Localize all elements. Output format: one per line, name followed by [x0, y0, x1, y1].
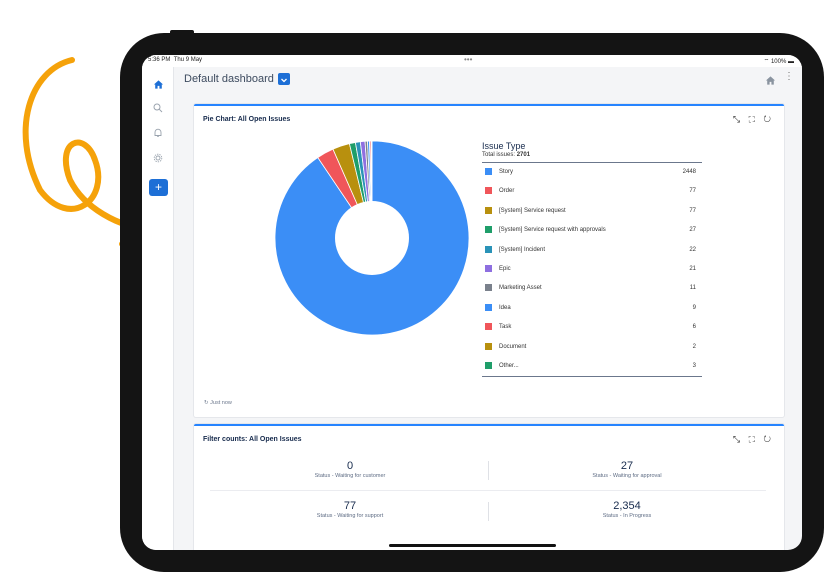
legend-swatch — [485, 187, 492, 195]
wifi-icon: ⌔ — [763, 59, 770, 65]
chart-legend: Issue Type Total issues: 2701 Story 2448 O… — [482, 141, 702, 378]
legend-label: Idea — [499, 304, 511, 311]
filter-count[interactable]: 27 Status - Waiting for approval — [492, 460, 762, 479]
legend-swatch — [485, 361, 492, 369]
legend-swatch — [485, 342, 492, 350]
donut-hole — [335, 201, 409, 275]
total-label: Total issues: — [482, 152, 516, 158]
legend-count: 2448 — [682, 169, 696, 175]
legend-swatch — [485, 284, 492, 292]
home-indicator[interactable] — [389, 544, 556, 547]
count-label: Status - In Progress — [602, 513, 652, 519]
dashboard-dropdown-button[interactable] — [278, 73, 290, 85]
legend-swatch — [485, 206, 492, 214]
tablet-screen: 5:36 PM Thu 9 May ••• ⌔ 100% ▬ + Default… — [142, 55, 802, 550]
legend-label: Story — [499, 169, 514, 175]
divider — [210, 490, 766, 491]
filter-count[interactable]: 2,354 Status - In Progress — [492, 500, 762, 519]
filter-counts-gadget: Filter counts: All Open Issues ⤡ ⛶ ↻ 0 S… — [194, 424, 784, 550]
create-button[interactable]: + — [149, 179, 168, 196]
refresh-time: Just now — [210, 400, 232, 406]
legend-count: 77 — [689, 207, 696, 214]
count-value: 27 — [620, 460, 634, 472]
legend-swatch — [485, 323, 492, 331]
legend-swatch — [485, 168, 492, 175]
pie-chart[interactable] — [274, 140, 470, 336]
refresh-icon[interactable]: ↻ — [204, 400, 209, 406]
count-label: Status - Waiting for support — [316, 513, 384, 519]
filter-count[interactable]: 0 Status - Waiting for customer — [215, 460, 485, 479]
battery-level: 100% — [770, 59, 787, 65]
legend-label: Marketing Asset — [499, 285, 542, 292]
bell-icon[interactable] — [150, 125, 166, 141]
legend-item[interactable]: [System] Service request with approvals 2… — [482, 221, 702, 240]
legend-item[interactable]: Story 2448 — [482, 163, 702, 182]
legend-label: Order — [499, 188, 515, 195]
legend-swatch — [485, 245, 492, 253]
divider — [488, 502, 489, 521]
refresh-status: ↻ Just now — [204, 400, 232, 406]
count-value: 0 — [346, 460, 354, 472]
legend-count: 2 — [692, 343, 696, 350]
legend-item[interactable]: Other... 3 — [482, 357, 702, 376]
legend-rows: Story 2448 Order 77 [System] Service request… — [482, 162, 702, 378]
count-label: Status - Waiting for customer — [314, 473, 386, 479]
legend-swatch — [485, 264, 492, 272]
status-date: Thu 9 May — [173, 57, 203, 63]
home-icon[interactable] — [765, 73, 776, 91]
count-value: 77 — [343, 500, 357, 512]
more-options-icon[interactable]: ⋮ — [784, 71, 794, 82]
legend-label: Epic — [499, 265, 511, 272]
legend-label: Other... — [499, 362, 519, 369]
legend-item[interactable]: Document 2 — [482, 338, 702, 357]
gadget-tools[interactable]: ⤡ ⛶ ↻ — [732, 434, 774, 444]
legend-title: Issue Type — [482, 141, 526, 151]
legend-item[interactable]: Order 77 — [482, 182, 702, 201]
legend-count: 11 — [689, 285, 696, 292]
gadget-title: Filter counts: All Open Issues — [203, 436, 302, 443]
divider — [488, 461, 489, 480]
legend-item[interactable]: Idea 9 — [482, 299, 702, 318]
count-value: 2,354 — [613, 500, 641, 512]
legend-swatch — [485, 226, 492, 234]
chevron-down-icon — [281, 78, 287, 83]
count-label: Status - Waiting for approval — [592, 473, 662, 479]
status-bar: 5:36 PM Thu 9 May ••• ⌔ 100% ▬ — [142, 55, 802, 67]
legend-item[interactable]: Marketing Asset 11 — [482, 279, 702, 298]
gear-icon[interactable] — [150, 150, 166, 166]
legend-count: 3 — [692, 362, 696, 369]
legend-item[interactable]: [System] Service request 77 — [482, 202, 702, 221]
home-icon[interactable] — [150, 76, 166, 92]
legend-label: [System] Service request — [499, 207, 566, 214]
search-icon[interactable] — [150, 100, 166, 116]
dashboard-header: Default dashboard ⋮ — [174, 67, 802, 97]
legend-swatch — [485, 303, 492, 311]
legend-count: 27 — [689, 227, 696, 234]
legend-label: Task — [499, 324, 512, 331]
legend-item[interactable]: [System] Incident 22 — [482, 241, 702, 260]
legend-count: 9 — [692, 304, 696, 311]
legend-label: [System] Service request with approvals — [499, 227, 606, 234]
legend-total: Total issues: 2701 — [482, 152, 702, 158]
legend-item[interactable]: Epic 21 — [482, 260, 702, 279]
legend-count: 22 — [689, 246, 696, 253]
filter-count[interactable]: 77 Status - Waiting for support — [215, 500, 485, 519]
total-value: 2701 — [516, 152, 531, 158]
gadget-title: Pie Chart: All Open Issues — [203, 116, 291, 123]
legend-count: 77 — [689, 188, 696, 195]
battery-icon: ▬ — [788, 59, 794, 65]
legend-count: 21 — [689, 265, 696, 272]
multitask-dots[interactable]: ••• — [464, 55, 473, 64]
legend-label: Document — [499, 343, 527, 350]
sidebar: + — [142, 67, 174, 550]
pie-chart-gadget: Pie Chart: All Open Issues ⤡ ⛶ ↻ Issue T… — [194, 104, 784, 417]
legend-count: 6 — [692, 324, 696, 331]
legend-label: [System] Incident — [499, 246, 546, 253]
status-time: 5:36 PM — [148, 57, 171, 63]
page-title: Default dashboard — [184, 73, 274, 85]
legend-item[interactable]: Task 6 — [482, 318, 702, 337]
gadget-tools[interactable]: ⤡ ⛶ ↻ — [732, 114, 774, 124]
